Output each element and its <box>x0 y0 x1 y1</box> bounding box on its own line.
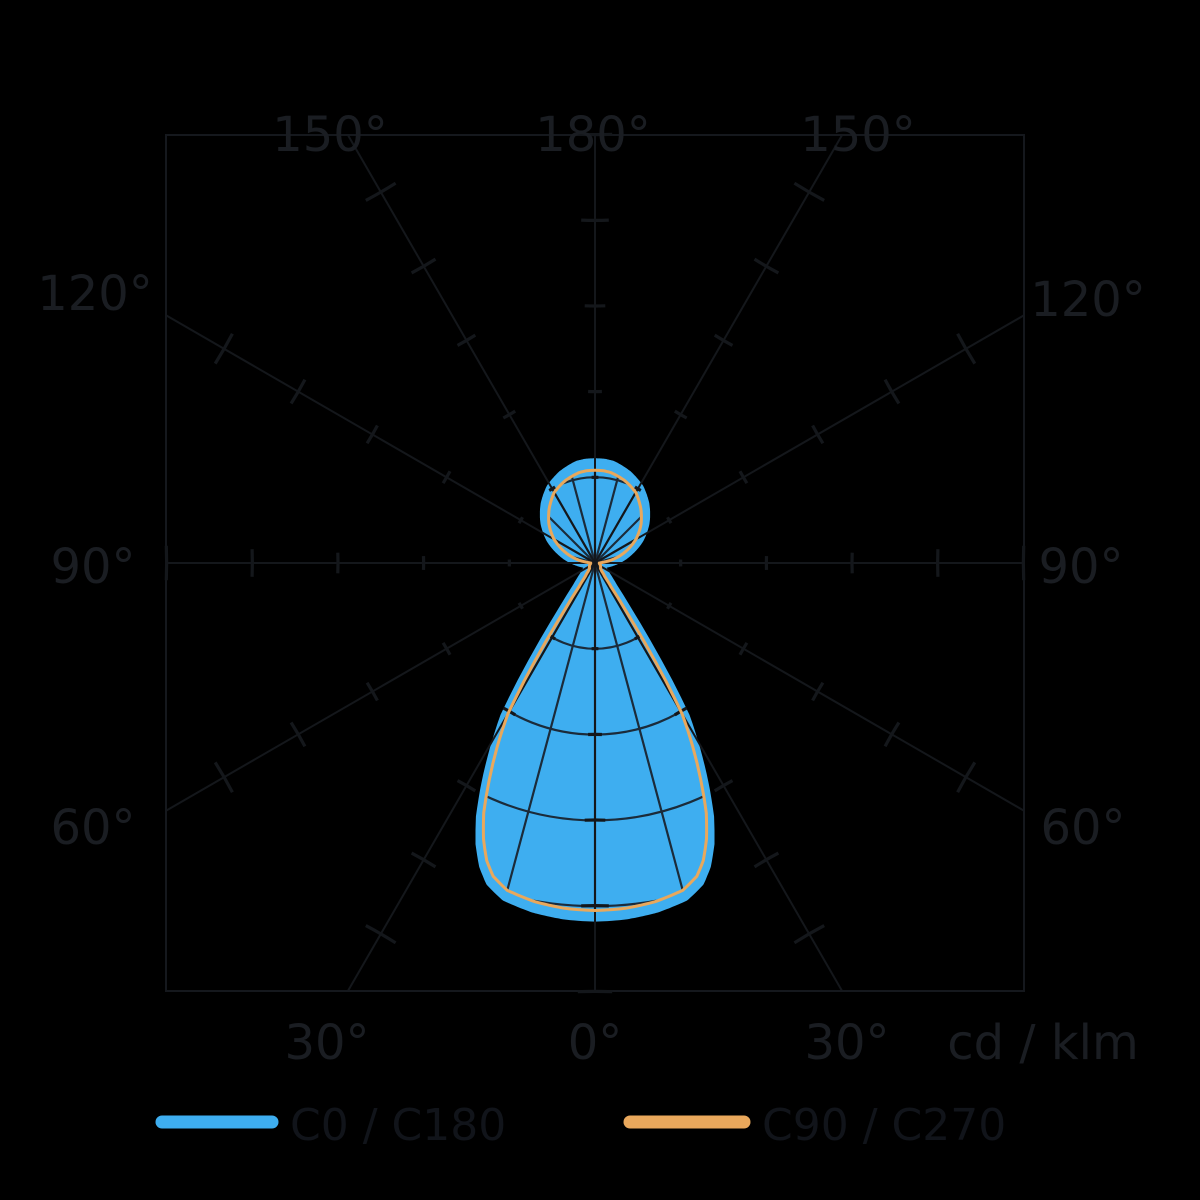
ring-tick <box>753 851 780 869</box>
ring-tick <box>213 761 234 793</box>
unit-label-cd-klm: cd / klm <box>947 1015 1138 1071</box>
main-spokes <box>165 134 1025 992</box>
grid-spoke <box>165 562 596 812</box>
angle-label-30-right: 30° <box>804 1015 889 1071</box>
net-spoke <box>593 470 707 564</box>
curve-c90-c270-layer <box>481 468 709 912</box>
angle-label-150-right: 150° <box>800 107 916 163</box>
legend-label-c0-c180: C0 / C180 <box>290 1100 506 1151</box>
ring-tick <box>502 409 517 420</box>
ring-tick <box>956 761 977 793</box>
legend-item-c90-c270: C90 / C270 <box>623 1100 1006 1151</box>
ring-tick <box>365 924 397 945</box>
ring-tick <box>666 602 673 610</box>
ring-tick <box>666 516 673 524</box>
ring-tick <box>289 721 307 748</box>
ring-tick <box>548 485 556 492</box>
ring-tick <box>956 333 977 365</box>
ring-tick <box>517 602 524 610</box>
ring-tick <box>410 257 437 275</box>
ring-tick <box>456 779 477 793</box>
ring-tick <box>738 641 749 656</box>
legend: C0 / C180 C90 / C270 <box>155 1100 1006 1151</box>
legend-label-c90-c270: C90 / C270 <box>762 1100 1006 1151</box>
ring-tick <box>365 424 379 445</box>
ring-tick <box>883 721 901 748</box>
grid-spoke <box>594 562 843 992</box>
ring-tick <box>883 378 901 405</box>
net-spoke <box>594 470 707 565</box>
angle-label-90-left: 90° <box>50 539 135 595</box>
ring-tick <box>713 779 734 793</box>
angle-label-60-left: 60° <box>50 800 135 856</box>
polar-plot-area <box>165 134 1025 992</box>
angle-label-0: 0° <box>568 1015 623 1071</box>
ring-tick <box>811 681 825 702</box>
ring-tick <box>738 470 749 485</box>
angle-label-180: 180° <box>535 107 651 163</box>
angle-label-60-right: 60° <box>1040 800 1125 856</box>
ring-tick <box>793 181 825 202</box>
net-spoke <box>593 562 707 911</box>
angle-labels: 150° 180° 150° 120° 120° 90° 90° 60° 60°… <box>37 107 1146 1071</box>
ring-tick <box>753 257 780 275</box>
angle-label-150-left: 150° <box>272 107 388 163</box>
grid-spoke <box>165 314 596 564</box>
legend-item-c0-c180: C0 / C180 <box>155 1100 506 1151</box>
angle-label-90-right: 90° <box>1038 539 1123 595</box>
ring-tick <box>713 333 734 347</box>
ring-tick <box>517 516 524 524</box>
ring-tick <box>441 470 452 485</box>
grid-spoke <box>347 562 596 992</box>
net-spoke <box>483 470 596 565</box>
ring-tick <box>793 924 825 945</box>
curve-c90-c270 <box>481 468 709 912</box>
ring-tick <box>634 485 642 492</box>
ring-tick <box>410 851 437 869</box>
ring-tick <box>456 333 477 347</box>
angle-label-120-left: 120° <box>37 266 153 322</box>
grid-spoke <box>594 314 1025 564</box>
net-spoke <box>483 562 597 911</box>
ring-tick <box>365 681 379 702</box>
grid-spoke <box>347 134 596 564</box>
ring-tick <box>673 409 688 420</box>
ring-tick <box>213 333 234 365</box>
ring-ticks <box>164 132 1026 994</box>
grid-spoke <box>594 134 843 564</box>
net-spoke <box>483 470 597 564</box>
angle-label-120-right: 120° <box>1030 272 1146 328</box>
ring-tick <box>811 424 825 445</box>
grid-spoke <box>594 562 1025 812</box>
ring-tick <box>441 641 452 656</box>
ring-tick <box>289 378 307 405</box>
angle-label-30-left: 30° <box>284 1015 369 1071</box>
ring-tick <box>365 181 397 202</box>
